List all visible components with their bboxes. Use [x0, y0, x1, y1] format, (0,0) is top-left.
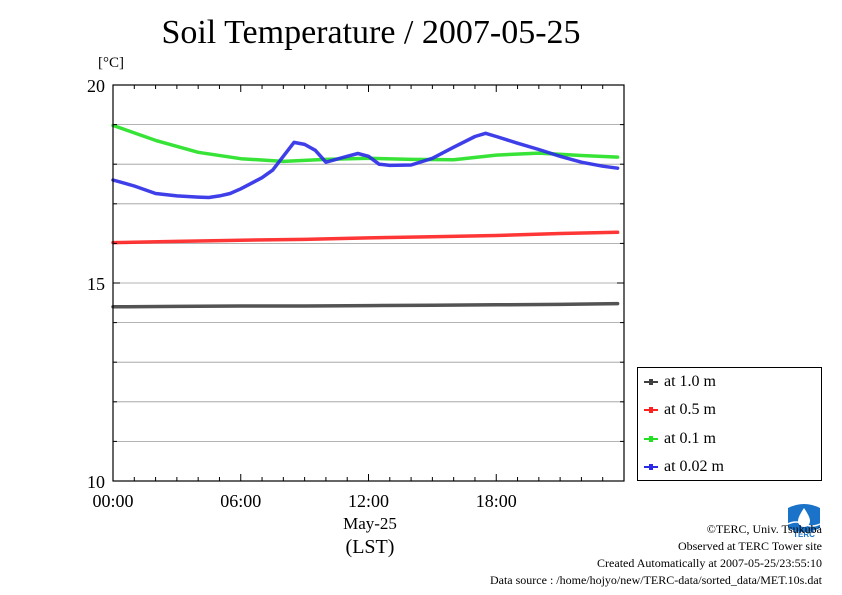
y-axis-unit: [°C]: [98, 55, 124, 71]
axis-ticks: 10 15 20 00:00 06:00 12:00 18:00: [87, 76, 625, 511]
footer-copyright: ©TERC, Univ. Tsukuba: [706, 522, 822, 536]
grid-lines: [113, 124, 624, 442]
legend-swatch: [644, 436, 658, 442]
y-tick-label: 20: [87, 76, 105, 96]
legend-swatch: [644, 407, 658, 413]
x-tick-label: 00:00: [92, 491, 133, 511]
series-lines: [111, 123, 620, 309]
terc-logo-icon: [784, 502, 824, 540]
legend-item: at 0.02 m: [644, 457, 724, 477]
legend-swatch: [644, 464, 658, 470]
x-tick-label: 12:00: [348, 491, 389, 511]
legend-label: at 0.1 m: [664, 430, 716, 447]
x-tick-label: 18:00: [476, 491, 517, 511]
legend-label: at 0.5 m: [664, 401, 716, 418]
series-line-4: [111, 131, 620, 200]
y-tick-label: 15: [87, 274, 105, 294]
footer-source: Data source : /home/hojyo/new/TERC-data/…: [489, 573, 822, 587]
logo-text: TERC: [793, 530, 815, 539]
y-tick-label: 10: [87, 472, 105, 492]
footer-observed: Observed at TERC Tower site: [677, 539, 822, 553]
legend-item: at 0.1 m: [644, 429, 716, 449]
x-tick-label: 06:00: [220, 491, 261, 511]
series-line-2: [111, 230, 620, 245]
legend-swatch: [644, 379, 658, 385]
legend-label: at 1.0 m: [664, 373, 716, 390]
footer-created: Created Automatically at 2007-05-25/23:5…: [597, 556, 822, 570]
series-line-1: [111, 301, 620, 309]
x-axis-timezone-label: (LST): [345, 536, 395, 558]
legend-item: at 0.5 m: [644, 400, 716, 420]
chart-title: Soil Temperature / 2007-05-25: [161, 14, 581, 51]
legend-item: at 1.0 m: [644, 372, 716, 392]
x-axis-date-label: May-25: [343, 514, 397, 533]
chart-legend: at 1.0 m at 0.5 m at 0.1 m at 0.02 m: [637, 367, 822, 481]
legend-label: at 0.02 m: [664, 458, 724, 475]
